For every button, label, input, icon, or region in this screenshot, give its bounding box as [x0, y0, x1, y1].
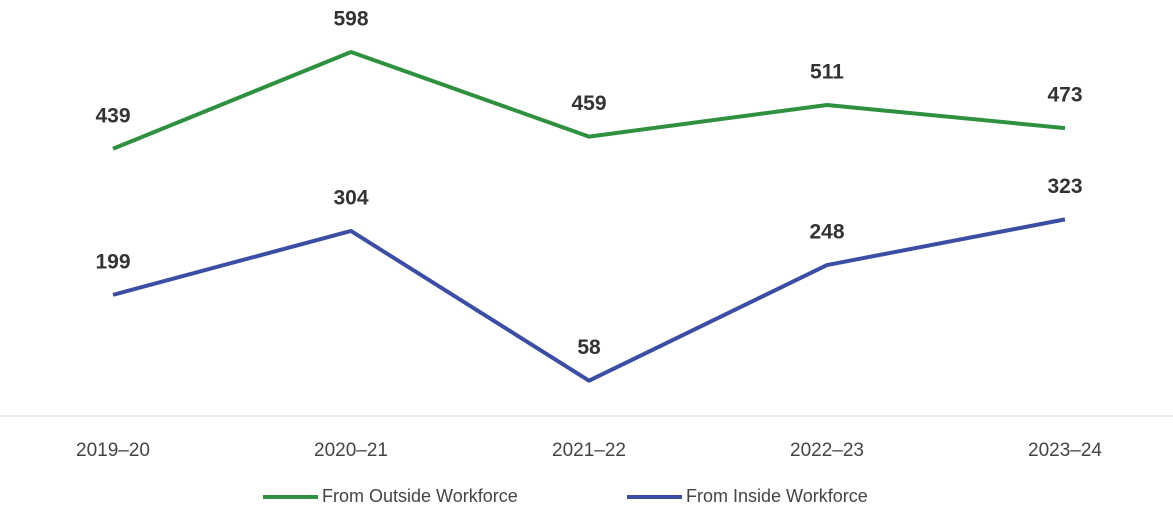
data-label: 459 — [571, 92, 606, 115]
x-tick-label: 2023–24 — [1028, 440, 1102, 461]
series-line — [112, 217, 1066, 383]
data-label: 199 — [95, 250, 130, 273]
data-label: 511 — [810, 61, 844, 84]
data-label: 323 — [1047, 175, 1082, 198]
x-tick-label: 2019–20 — [76, 440, 150, 461]
data-label: 248 — [809, 221, 844, 244]
data-label: 473 — [1047, 84, 1082, 107]
data-label: 439 — [95, 104, 130, 127]
x-tick-label: 2021–22 — [552, 440, 626, 461]
data-label: 598 — [333, 8, 368, 31]
x-tick-label: 2020–21 — [314, 440, 388, 461]
series-line — [112, 50, 1066, 151]
legend-label: From Outside Workforce — [322, 486, 518, 506]
data-label: 304 — [333, 187, 368, 210]
legend-label: From Inside Workforce — [686, 486, 868, 506]
x-tick-label: 2022–23 — [790, 440, 864, 461]
data-label: 58 — [577, 336, 601, 359]
